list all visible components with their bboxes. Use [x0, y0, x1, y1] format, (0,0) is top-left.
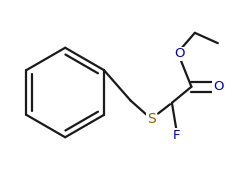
Text: O: O — [175, 47, 185, 60]
Text: S: S — [147, 112, 156, 126]
Text: F: F — [173, 129, 180, 142]
Text: O: O — [213, 80, 224, 93]
